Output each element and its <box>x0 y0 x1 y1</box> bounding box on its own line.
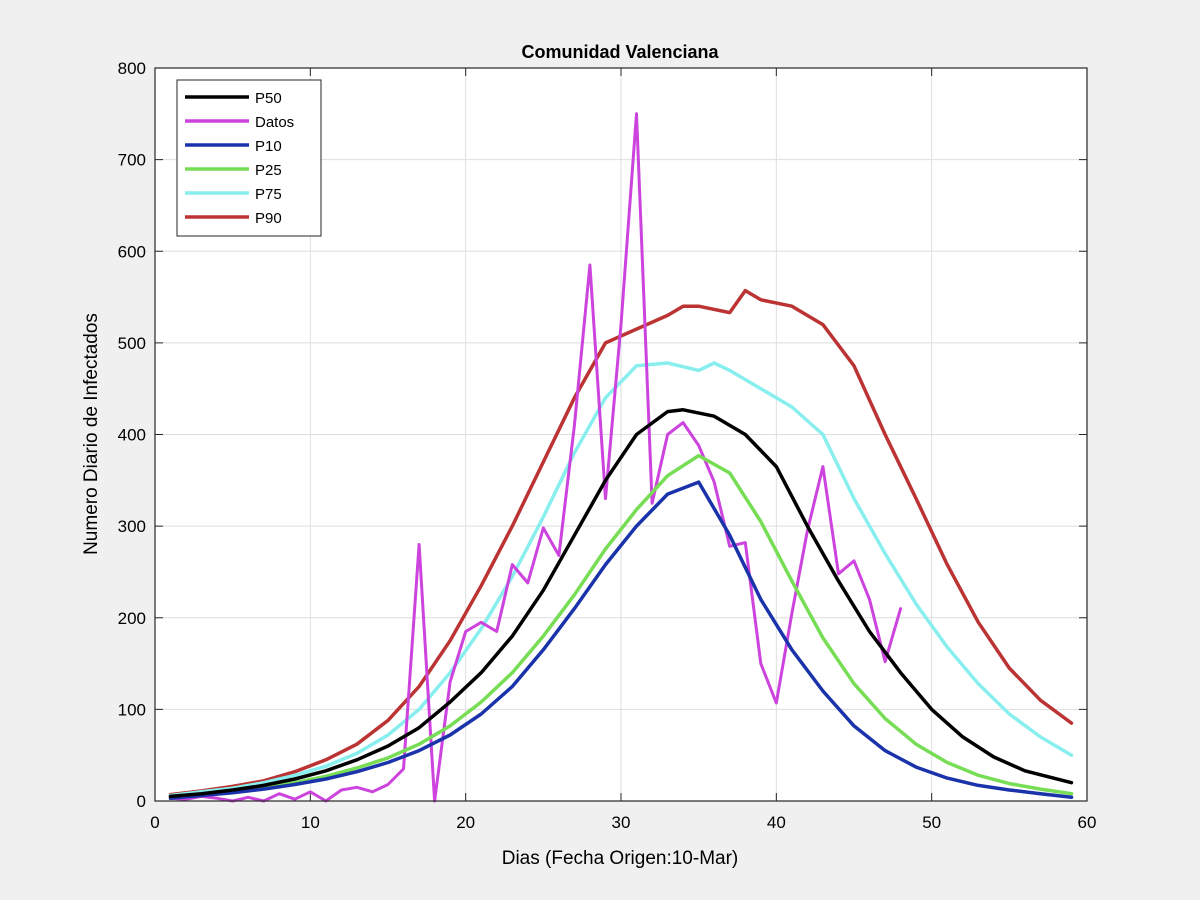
series-line-datos <box>169 112 903 803</box>
legend-box <box>176 79 322 237</box>
legend-label: P10 <box>255 138 282 155</box>
y-tick-label: 300 <box>118 517 146 536</box>
x-tick-label: 10 <box>301 813 320 832</box>
legend-label: P90 <box>255 210 282 227</box>
x-tick-label: 40 <box>767 813 786 832</box>
y-tick-label: 200 <box>118 609 146 628</box>
x-tick-label: 20 <box>456 813 475 832</box>
y-tick-label: 100 <box>118 700 146 719</box>
legend: P50 Datos P10 P25 P75 P90 <box>176 79 322 237</box>
legend-label: P25 <box>255 162 282 179</box>
y-tick-label: 400 <box>118 426 146 445</box>
series-line-p90 <box>168 288 1074 797</box>
y-tick-label: 0 <box>137 792 146 811</box>
plot-frame <box>154 67 1088 802</box>
x-tick-label: 30 <box>612 813 631 832</box>
series-line-p50 <box>168 408 1074 799</box>
y-axis-label: Numero Diario de Infectados <box>81 313 102 555</box>
legend-label: Datos <box>255 114 294 131</box>
y-tick-label: 600 <box>118 242 146 261</box>
y-tick-label: 800 <box>118 59 146 78</box>
legend-label: P75 <box>255 186 282 203</box>
x-tick-label: 60 <box>1078 813 1097 832</box>
series-line-p75 <box>168 361 1074 798</box>
legend-label: P50 <box>255 90 282 107</box>
y-tick-label: 500 <box>118 334 146 353</box>
x-axis-label: Dias (Fecha Origen:10-Mar) <box>502 848 739 869</box>
y-tick-label: 700 <box>118 151 146 170</box>
series-line-p25 <box>168 453 1074 800</box>
x-tick-label: 0 <box>150 813 159 832</box>
series-layer <box>168 112 1074 803</box>
chart-title: Comunidad Valenciana <box>521 42 719 62</box>
series-line-p10 <box>168 480 1074 801</box>
x-tick-label: 50 <box>922 813 941 832</box>
